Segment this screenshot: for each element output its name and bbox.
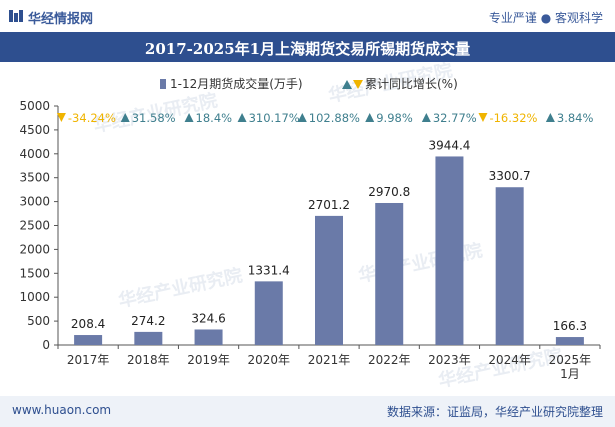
- bar: [435, 156, 464, 345]
- bar: [555, 337, 584, 345]
- y-tick-label: 1500: [19, 266, 50, 280]
- legend-label-volume: 1-12月期货成交量(万手): [170, 76, 303, 91]
- bar: [495, 187, 524, 345]
- x-tick-label: 1月: [560, 367, 580, 381]
- tagline: 专业严谨 ● 客观科学: [488, 11, 603, 25]
- y-tick-label: 3000: [19, 195, 50, 209]
- x-tick-label: 2018年: [127, 353, 170, 367]
- y-tick-label: 2500: [19, 219, 50, 233]
- legend-down-icon: [353, 80, 363, 89]
- watermark-text: 华经产业研究院: [436, 344, 564, 392]
- top-bar: 华经情报网 专业严谨 ● 客观科学: [0, 0, 615, 32]
- growth-label: 9.98%: [376, 111, 413, 125]
- growth-label: 31.58%: [132, 111, 176, 125]
- bar-value-label: 1331.4: [248, 263, 290, 277]
- legend: 1-12月期货成交量(万手) 累计同比增长(%): [160, 76, 458, 91]
- growth-down-icon: [56, 113, 66, 122]
- bar-value-label: 166.3: [553, 319, 587, 333]
- growth-label: 32.77%: [433, 111, 477, 125]
- legend-label-growth: 累计同比增长(%): [365, 77, 458, 91]
- chart-title: 2017-2025年1月上海期货交易所锡期货成交量: [144, 40, 471, 58]
- x-tick-label: 2023年: [428, 353, 471, 367]
- bar-value-label: 324.6: [191, 311, 225, 325]
- bar: [194, 329, 223, 345]
- y-tick-label: 1000: [19, 290, 50, 304]
- growth-label: -16.32%: [489, 111, 537, 125]
- growth-up-icon: [120, 113, 130, 122]
- bar-value-label: 2701.2: [308, 198, 350, 212]
- growth-label: 102.88%: [309, 111, 360, 125]
- title-band: [0, 32, 615, 62]
- bar-value-label: 3300.7: [489, 169, 531, 183]
- growth-up-icon: [237, 113, 247, 122]
- bar: [74, 335, 103, 345]
- brand-name: 华经情报网: [28, 12, 94, 27]
- y-tick-label: 3500: [19, 171, 50, 185]
- bar-value-label: 274.2: [131, 314, 165, 328]
- x-tick-label: 2020年: [248, 353, 291, 367]
- watermark-text: 华经产业研究院: [116, 264, 244, 312]
- x-tick-label: 2019年: [187, 353, 230, 367]
- footer-bar: [0, 396, 615, 427]
- growth-label: 310.17%: [249, 111, 300, 125]
- bars: 208.4 274.2 324.6 1331.4 2701.2 2970.8 3944.4 3…: [71, 138, 587, 345]
- logo-icon: [9, 10, 23, 22]
- growth-up-icon: [421, 113, 431, 122]
- site-link[interactable]: www.huaon.com: [12, 403, 112, 417]
- legend-bar-swatch: [160, 79, 166, 89]
- growth-up-icon: [297, 113, 307, 122]
- bar: [254, 281, 283, 345]
- y-tick-label: 4500: [19, 123, 50, 137]
- bar-value-label: 3944.4: [428, 138, 470, 152]
- x-tick-label: 2017年: [67, 353, 110, 367]
- growth-label: 18.4%: [196, 111, 233, 125]
- legend-up-icon: [342, 80, 352, 89]
- growth-up-icon: [545, 113, 555, 122]
- growth-labels: -34.24% 31.58% 18.4% 310.17% 102.88% 9.98% 32.…: [56, 111, 594, 125]
- bar-value-label: 2970.8: [368, 185, 410, 199]
- bar: [375, 202, 404, 345]
- bar-value-label: 208.4: [71, 317, 105, 331]
- growth-up-icon: [184, 113, 194, 122]
- x-tick-label: 2024年: [488, 353, 531, 367]
- growth-up-icon: [365, 113, 375, 122]
- x-tick-label: 2021年: [308, 353, 351, 367]
- data-source: 数据来源：证监局，华经产业研究院整理: [386, 405, 603, 419]
- x-tick-label: 2022年: [368, 353, 411, 367]
- y-tick-label: 500: [27, 314, 50, 328]
- y-tick-label: 5000: [19, 99, 50, 113]
- growth-label: 3.84%: [557, 111, 594, 125]
- growth-down-icon: [478, 113, 488, 122]
- growth-label: -34.24%: [68, 111, 116, 125]
- bar: [315, 215, 343, 345]
- y-tick-label: 4000: [19, 147, 50, 161]
- y-tick-label: 0: [42, 338, 50, 352]
- y-tick-label: 2000: [19, 242, 50, 256]
- bar: [134, 331, 163, 345]
- x-tick-label: 2025年: [549, 353, 592, 367]
